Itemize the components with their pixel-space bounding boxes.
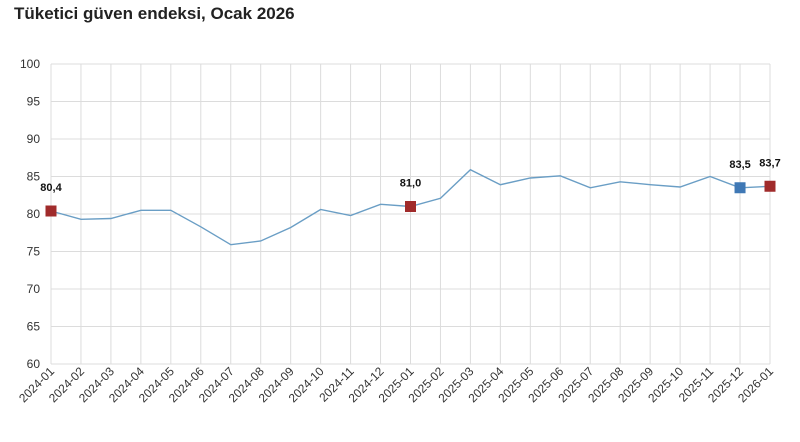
y-tick-label: 85	[27, 170, 41, 184]
data-point-marker	[45, 205, 57, 217]
data-point-marker	[764, 180, 776, 192]
data-label: 83,5	[729, 159, 750, 171]
y-tick-label: 95	[27, 95, 41, 109]
y-tick-label: 75	[27, 245, 41, 259]
y-tick-label: 70	[27, 282, 41, 296]
y-tick-label: 90	[27, 132, 41, 146]
y-tick-label: 80	[27, 207, 41, 221]
y-tick-label: 65	[27, 320, 41, 334]
data-label: 81,0	[400, 178, 421, 190]
data-label: 83,7	[759, 157, 780, 169]
chart-title: Tüketici güven endeksi, Ocak 2026	[14, 4, 295, 23]
data-point-marker	[405, 201, 416, 212]
y-tick-label: 100	[20, 57, 40, 71]
data-point-marker	[734, 182, 746, 194]
data-label: 80,4	[40, 182, 62, 194]
y-tick-label: 60	[27, 357, 41, 371]
